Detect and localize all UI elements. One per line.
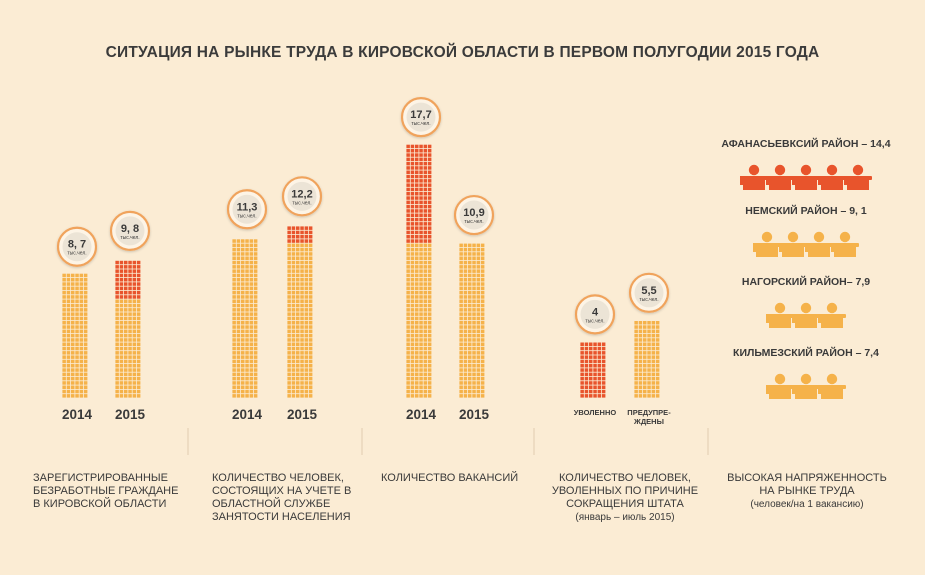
category-label: 2015 bbox=[115, 407, 146, 422]
person-icon bbox=[740, 164, 768, 190]
district-row-4: КИЛЬМЕЗСКИЙ РАЙОН – 7,4 bbox=[733, 346, 879, 399]
district-row-1: АФАНАСЬЕВКСИЙ РАЙОН – 14,4 bbox=[721, 137, 891, 190]
person-icon bbox=[805, 231, 833, 257]
district-label: НЕМСКИЙ РАЙОН – 9, 1 bbox=[745, 204, 867, 217]
person-icon bbox=[818, 302, 846, 328]
bar-1 bbox=[580, 342, 606, 398]
value-label: 12,2 bbox=[291, 188, 312, 200]
caption-4: КОЛИЧЕСТВО ЧЕЛОВЕК, УВОЛЕННЫХ ПО ПРИЧИНЕ… bbox=[545, 472, 705, 524]
bar-1 bbox=[406, 144, 432, 398]
category-label: 2014 bbox=[232, 407, 263, 422]
unit-label: тыс.чел. bbox=[120, 235, 139, 241]
category-label: УВОЛЕННО bbox=[574, 408, 617, 417]
caption-2: КОЛИЧЕСТВО ЧЕЛОВЕК, СОСТОЯЩИХ НА УЧЕТЕ В… bbox=[212, 472, 362, 524]
district-row-2: НЕМСКИЙ РАЙОН – 9, 1 bbox=[745, 204, 867, 257]
caption-text: ВЫСОКАЯ НАПРЯЖЕННОСТЬ НА РЫНКЕ ТРУДА bbox=[727, 472, 887, 497]
caption-1: ЗАРЕГИСТРИРОВАННЫЕ БЕЗРАБОТНЫЕ ГРАЖДАНЕ … bbox=[33, 472, 183, 511]
district-row-3: НАГОРСКИЙ РАЙОН– 7,9 bbox=[742, 275, 870, 328]
unit-label: тыс.чел. bbox=[464, 219, 483, 225]
person-icon bbox=[766, 302, 794, 328]
bar-2 bbox=[459, 243, 485, 398]
chart-group-4: 4тыс.чел.УВОЛЕННО5,5тыс.чел.ПРЕДУПРЕ-ЖДЕ… bbox=[574, 272, 671, 426]
value-label: 10,9 bbox=[463, 207, 484, 219]
bar-1 bbox=[232, 239, 258, 398]
value-label: 11,3 bbox=[237, 201, 258, 213]
person-icon bbox=[792, 302, 820, 328]
category-label: 2014 bbox=[406, 407, 437, 422]
person-icon bbox=[792, 164, 820, 190]
value-label: 5,5 bbox=[641, 285, 656, 297]
caption-text: КОЛИЧЕСТВО ВАКАНСИЙ bbox=[381, 472, 519, 484]
person-icon bbox=[844, 164, 872, 190]
bar-2 bbox=[287, 226, 313, 398]
value-label: 9, 8 bbox=[121, 223, 139, 235]
district-label: АФАНАСЬЕВКСИЙ РАЙОН – 14,4 bbox=[721, 137, 890, 150]
person-icon bbox=[766, 373, 794, 399]
unit-label: тыс.чел. bbox=[67, 251, 86, 257]
caption-3: КОЛИЧЕСТВО ВАКАНСИЙ bbox=[381, 472, 531, 485]
district-label: КИЛЬМЕЗСКИЙ РАЙОН – 7,4 bbox=[733, 346, 879, 359]
bar-1 bbox=[62, 273, 88, 398]
person-icon bbox=[766, 164, 794, 190]
person-icon bbox=[831, 231, 859, 257]
value-label: 17,7 bbox=[410, 109, 431, 121]
caption-subtext: (январь – июль 2015) bbox=[575, 512, 675, 523]
value-label: 8, 7 bbox=[68, 239, 86, 251]
unit-label: тыс.чел. bbox=[639, 297, 658, 303]
value-label: 4 bbox=[592, 306, 599, 318]
bar-2 bbox=[115, 260, 141, 398]
caption-text: КОЛИЧЕСТВО ЧЕЛОВЕК, СОСТОЯЩИХ НА УЧЕТЕ В… bbox=[212, 472, 352, 523]
unit-label: тыс.чел. bbox=[411, 121, 430, 127]
unit-label: тыс.чел. bbox=[292, 200, 311, 206]
caption-subtext: (человек/на 1 вакансию) bbox=[750, 499, 864, 510]
person-icon bbox=[753, 231, 781, 257]
caption-text: ЗАРЕГИСТРИРОВАННЫЕ БЕЗРАБОТНЫЕ ГРАЖДАНЕ … bbox=[33, 472, 179, 510]
bar-2 bbox=[634, 321, 660, 398]
caption-text: КОЛИЧЕСТВО ЧЕЛОВЕК, УВОЛЕННЫХ ПО ПРИЧИНЕ… bbox=[551, 472, 699, 510]
person-icon bbox=[818, 373, 846, 399]
category-label: ПРЕДУПРЕ- bbox=[627, 408, 671, 417]
category-label: 2014 bbox=[62, 407, 93, 422]
person-icon bbox=[818, 164, 846, 190]
category-label: 2015 bbox=[287, 407, 318, 422]
caption-5: ВЫСОКАЯ НАПРЯЖЕННОСТЬ НА РЫНКЕ ТРУДА (чел… bbox=[722, 472, 892, 511]
unit-label: тыс.чел. bbox=[237, 213, 256, 219]
category-label: 2015 bbox=[459, 407, 490, 422]
category-label: ЖДЕНЫ bbox=[633, 417, 664, 426]
district-label: НАГОРСКИЙ РАЙОН– 7,9 bbox=[742, 275, 870, 288]
unit-label: тыс.чел. bbox=[585, 318, 604, 324]
chart-title: СИТУАЦИЯ НА РЫНКЕ ТРУДА В КИРОВСКОЙ ОБЛА… bbox=[105, 44, 820, 61]
person-icon bbox=[779, 231, 807, 257]
person-icon bbox=[792, 373, 820, 399]
